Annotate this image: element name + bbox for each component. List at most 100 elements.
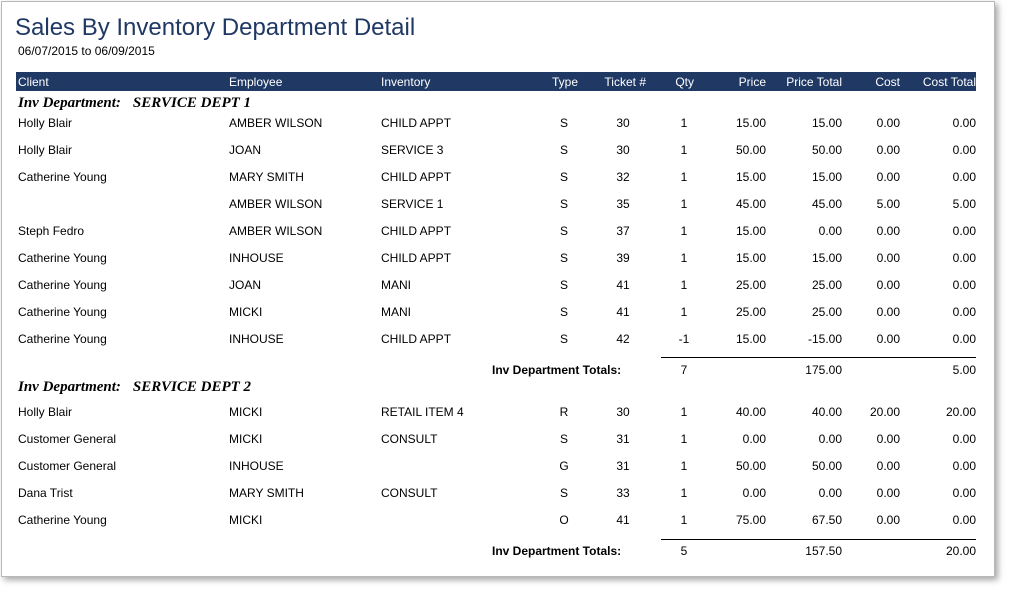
cell-type: S [559,305,568,319]
col-cost-total: Cost Total [922,75,976,89]
cell-inventory: CHILD APPT [381,224,452,238]
cell-type: S [559,143,568,157]
cell-inventory: CONSULT [381,432,438,446]
cell-price-total: 25.00 [811,305,842,319]
cell-qty: 1 [680,251,688,265]
col-client: Client [18,75,49,89]
cell-employee: MARY SMITH [229,486,304,500]
department-totals-row: Inv Department Totals: 7 175.00 5.00 [16,363,976,377]
cell-cost-total: 0.00 [952,170,976,184]
cell-cost: 0.00 [876,143,900,157]
cell-inventory: SERVICE 3 [381,143,444,157]
report-date-range: 06/07/2015 to 06/09/2015 [18,44,155,58]
cell-client: Customer General [18,459,117,473]
cell-price-total: 15.00 [811,116,842,130]
cell-price-total: -15.00 [807,332,842,346]
cell-cost-total: 20.00 [945,405,976,419]
cell-cost-total: 5.00 [952,197,976,211]
cell-price-total: 0.00 [818,432,842,446]
table-row: Holly Blair JOAN SERVICE 3 S 30 1 50.00 50.00 0.… [16,143,976,157]
cell-employee: MARY SMITH [229,170,304,184]
cell-cost: 0.00 [876,224,900,238]
cell-qty: 1 [680,432,688,446]
cell-qty: 1 [680,486,688,500]
department-totals-row: Inv Department Totals: 5 157.50 20.00 [16,544,976,558]
table-row: Holly Blair AMBER WILSON CHILD APPT S 30 1 15.… [16,116,976,130]
cell-qty: 1 [680,405,688,419]
totals-divider [661,357,976,358]
cell-price-total: 25.00 [811,278,842,292]
cell-price-total: 50.00 [811,143,842,157]
cell-inventory: MANI [381,305,411,319]
cell-ticket: 32 [616,170,630,184]
report-title: Sales By Inventory Department Detail [15,14,416,41]
department-label: Inv Department: [18,379,121,395]
total-cost-total: 5.00 [952,363,976,377]
table-row: Catherine Young MARY SMITH CHILD APPT S 32 1 1… [16,170,976,184]
cell-price-total: 0.00 [818,486,842,500]
cell-price: 15.00 [735,170,766,184]
cell-price: 45.00 [735,197,766,211]
cell-employee: INHOUSE [229,251,284,265]
cell-inventory: CHILD APPT [381,251,452,265]
cell-ticket: 33 [616,486,630,500]
cell-price: 15.00 [735,251,766,265]
cell-qty: 1 [680,513,688,527]
cell-cost-total: 0.00 [952,332,976,346]
cell-inventory: MANI [381,278,411,292]
total-qty: 7 [680,363,688,377]
cell-cost: 0.00 [876,251,900,265]
cell-type: S [559,251,568,265]
cell-employee: AMBER WILSON [229,197,323,211]
cell-cost-total: 0.00 [952,513,976,527]
table-row: Catherine Young INHOUSE CHILD APPT S 39 1 15.0… [16,251,976,265]
cell-qty: 1 [680,305,688,319]
cell-price: 0.00 [742,432,766,446]
cell-cost: 0.00 [876,305,900,319]
cell-client: Holly Blair [18,116,73,130]
cell-price: 15.00 [735,224,766,238]
cell-client: Holly Blair [18,405,73,419]
cell-ticket: 30 [616,143,630,157]
department-name: SERVICE DEPT 1 [132,95,252,111]
cell-price-total: 15.00 [811,251,842,265]
table-row: Dana Trist MARY SMITH CONSULT S 33 1 0.00 0.00 0… [16,486,976,500]
cell-employee: INHOUSE [229,459,284,473]
cell-type: S [559,116,568,130]
cell-ticket: 35 [616,197,630,211]
cell-inventory: SERVICE 1 [381,197,444,211]
cell-ticket: 41 [616,513,630,527]
cell-type: S [559,278,568,292]
cell-price: 15.00 [735,332,766,346]
cell-qty: -1 [678,332,690,346]
cell-client: Catherine Young [18,170,107,184]
cell-client: Steph Fedro [18,224,85,238]
cell-inventory: CHILD APPT [381,170,452,184]
department-heading: Inv Department: SERVICE DEPT 2 [18,379,251,396]
cell-employee: INHOUSE [229,332,284,346]
cell-price-total: 40.00 [811,405,842,419]
table-row: Customer General MICKI CONSULT S 31 1 0.00 0.00… [16,432,976,446]
col-type: Type [551,75,578,89]
cell-price: 0.00 [742,486,766,500]
cell-ticket: 30 [616,116,630,130]
department-heading: Inv Department: SERVICE DEPT 1 [18,95,251,112]
cell-ticket: 31 [616,459,630,473]
cell-qty: 1 [680,197,688,211]
cell-client: Catherine Young [18,305,107,319]
table-row: Catherine Young JOAN MANI S 41 1 25.00 25.00 0.0… [16,278,976,292]
cell-cost-total: 0.00 [952,278,976,292]
table-row: AMBER WILSON SERVICE 1 S 35 1 45.00 45.00 5.00 5… [16,197,976,211]
cell-qty: 1 [680,278,688,292]
cell-type: O [559,513,569,527]
total-qty: 5 [680,544,688,558]
cell-cost-total: 0.00 [952,305,976,319]
cell-qty: 1 [680,170,688,184]
cell-inventory: CONSULT [381,486,438,500]
column-header-bar: Client Employee Inventory Type Ticket # … [16,72,976,91]
cell-client: Catherine Young [18,332,107,346]
table-row: Holly Blair MICKI RETAIL ITEM 4 R 30 1 40.00 40… [16,405,976,419]
col-employee: Employee [229,75,283,89]
cell-cost: 0.00 [876,459,900,473]
cell-client: Catherine Young [18,513,107,527]
